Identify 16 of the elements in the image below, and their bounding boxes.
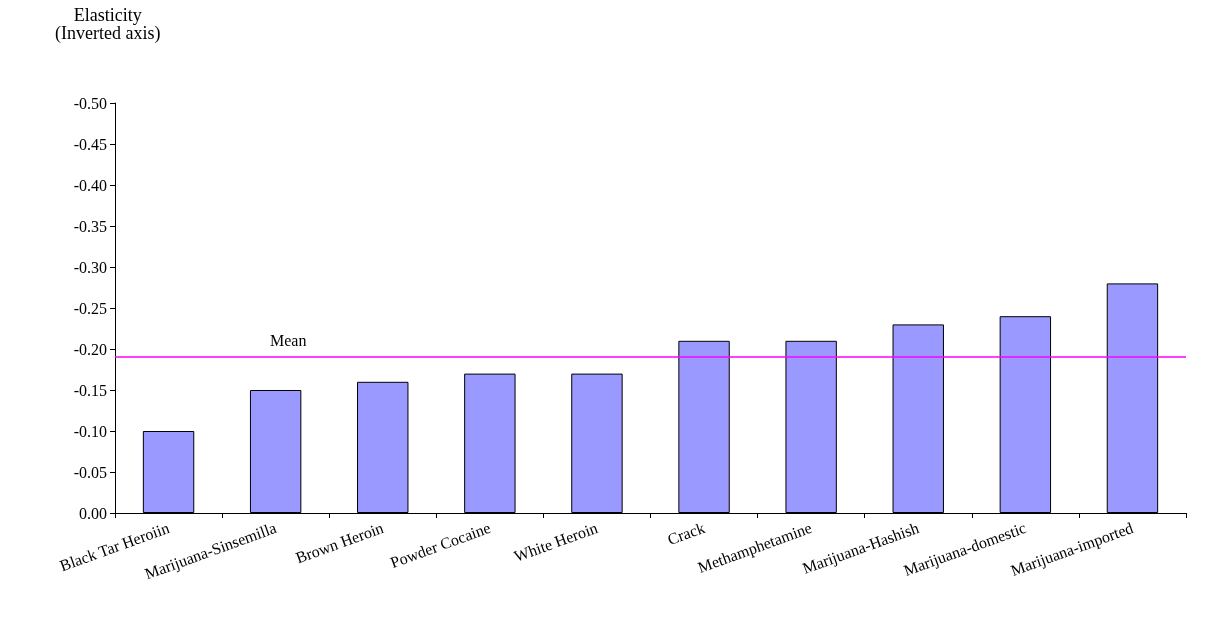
- y-tick-label: -0.05: [73, 463, 107, 481]
- x-tick-label: Powder Cocaine: [387, 519, 493, 571]
- y-tick-label: 0.00: [79, 504, 107, 522]
- y-tick-label: -0.45: [73, 135, 107, 153]
- x-tick-label: Brown Heroin: [293, 519, 386, 567]
- y-tick-label: -0.40: [73, 176, 107, 194]
- y-tick-label: -0.50: [73, 94, 107, 112]
- y-tick-label: -0.10: [73, 422, 107, 440]
- y-tick-label: -0.15: [73, 381, 107, 399]
- y-tick-label: -0.35: [73, 217, 107, 235]
- y-tick-label: -0.30: [73, 258, 107, 276]
- y-tick-label: -0.20: [73, 340, 107, 358]
- y-axis-title: Elasticity (Inverted axis): [55, 5, 161, 44]
- y-tick-label: -0.25: [73, 299, 107, 317]
- x-tick-label: White Heroin: [511, 519, 600, 565]
- ref-line-label: Mean: [270, 331, 307, 349]
